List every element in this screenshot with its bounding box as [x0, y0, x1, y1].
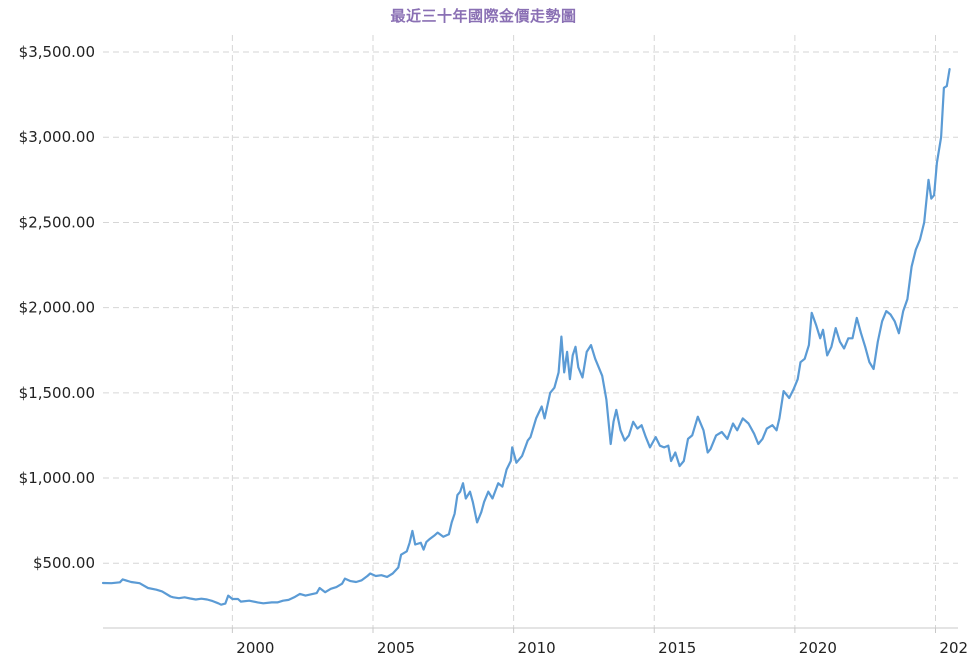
y-tick-label: $500.00: [33, 554, 95, 572]
y-tick-label: $1,500.00: [19, 384, 95, 402]
grid-layer: [103, 35, 958, 628]
y-tick-label: $2,500.00: [19, 213, 95, 231]
series-layer: [101, 68, 951, 606]
x-tick-label: 2020: [799, 639, 837, 657]
y-tick-label: $3,500.00: [19, 43, 95, 61]
axis-layer: [103, 627, 958, 633]
y-axis-tick-labels: $500.00 $1,000.00 $1,500.00 $2,000.00 $2,500…: [19, 43, 95, 572]
x-tick-label: 2015: [658, 639, 696, 657]
y-tick-label: $1,000.00: [19, 469, 95, 487]
x-tick-label: 2000: [236, 639, 274, 657]
chart-title: 最近三十年國際金價走勢圖: [390, 7, 577, 25]
y-tick-label: $2,000.00: [19, 299, 95, 317]
y-tick-label: $3,000.00: [19, 128, 95, 146]
x-tick-label: 2010: [518, 639, 556, 657]
x-tick-label: 2025: [939, 639, 967, 657]
gold-price-series-line: [101, 68, 951, 606]
x-axis-tick-labels: 2000 2005 2010 2015 2020 2025: [236, 639, 967, 657]
x-tick-label: 2005: [377, 639, 415, 657]
